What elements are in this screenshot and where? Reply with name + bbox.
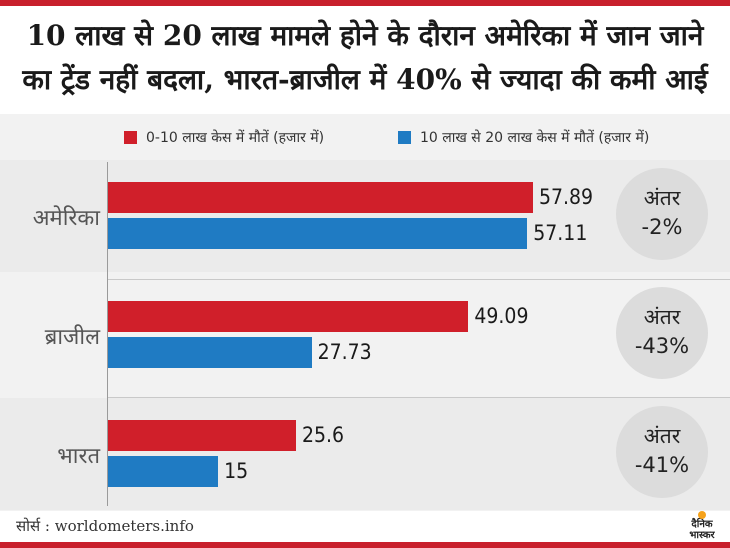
difference-label: अंतर — [643, 424, 681, 448]
category-label-india: भारत — [57, 444, 100, 469]
chart-title-line-2: का ट्रेंड नहीं बदला, भारत-ब्राजील में 40… — [22, 63, 708, 96]
bar-brazil-series-2 — [108, 337, 312, 368]
bar-value-label-usa-series-2: 57.11 — [533, 221, 588, 245]
legend-item-series-2: 10 लाख से 20 लाख केस में मौतें (हजार में… — [398, 128, 649, 147]
legend: 0-10 लाख केस में मौतें (हजार में) 10 लाख… — [0, 128, 730, 150]
difference-value: -41% — [634, 453, 690, 477]
legend-label-series-1: 0-10 लाख केस में मौतें (हजार में) — [146, 130, 325, 146]
logo-sun-dot — [698, 511, 706, 519]
chart-title: 10 लाख से 20 लाख मामले होने के दौरान अमे… — [0, 14, 730, 102]
bar-brazil-series-1 — [108, 301, 469, 332]
group-background-brazil — [0, 279, 730, 391]
group-background-usa — [0, 160, 730, 272]
bar-usa-series-1 — [108, 182, 533, 213]
bar-india-series-1 — [108, 420, 296, 451]
bottom-accent-rule — [0, 542, 730, 548]
difference-value: -43% — [634, 334, 690, 358]
category-label-brazil: ब्राजील — [44, 325, 100, 350]
difference-badge-india: अंतर -41% — [616, 406, 708, 498]
bar-value-label-india-series-1: 25.6 — [301, 423, 344, 447]
logo-line-1: दैनिक — [691, 519, 713, 530]
bar-usa-series-2 — [108, 218, 528, 249]
legend-label-series-2: 10 लाख से 20 लाख केस में मौतें (हजार में… — [420, 130, 650, 146]
bar-india-series-2 — [108, 456, 219, 487]
difference-badge-brazil: अंतर -43% — [616, 287, 708, 379]
difference-label: अंतर — [643, 305, 681, 329]
logo-line-2: भास्कर — [689, 530, 715, 541]
top-accent-rule — [0, 0, 730, 6]
source-note: सोर्स : worldometers.info — [16, 517, 194, 535]
difference-badge-usa: अंतर -2% — [616, 168, 708, 260]
bar-value-label-india-series-2: 15 — [224, 459, 249, 483]
difference-label: अंतर — [643, 186, 681, 210]
group-separator-2 — [107, 397, 730, 398]
bar-value-label-brazil-series-2: 27.73 — [317, 340, 372, 364]
legend-swatch-red — [124, 131, 137, 144]
bar-value-label-usa-series-1: 57.89 — [539, 185, 594, 209]
bar-value-label-brazil-series-1: 49.09 — [474, 304, 529, 328]
y-axis-line — [107, 162, 108, 506]
legend-item-series-1: 0-10 लाख केस में मौतें (हजार में) — [124, 128, 324, 147]
chart-title-line-1: 10 लाख से 20 लाख मामले होने के दौरान अमे… — [26, 19, 704, 52]
difference-value: -2% — [641, 215, 683, 239]
group-background-india — [0, 398, 730, 510]
dainik-bhaskar-logo: दैनिक भास्कर — [680, 511, 724, 542]
group-separator-1 — [107, 279, 730, 280]
legend-swatch-blue — [398, 131, 411, 144]
category-label-usa: अमेरिका — [32, 206, 100, 231]
